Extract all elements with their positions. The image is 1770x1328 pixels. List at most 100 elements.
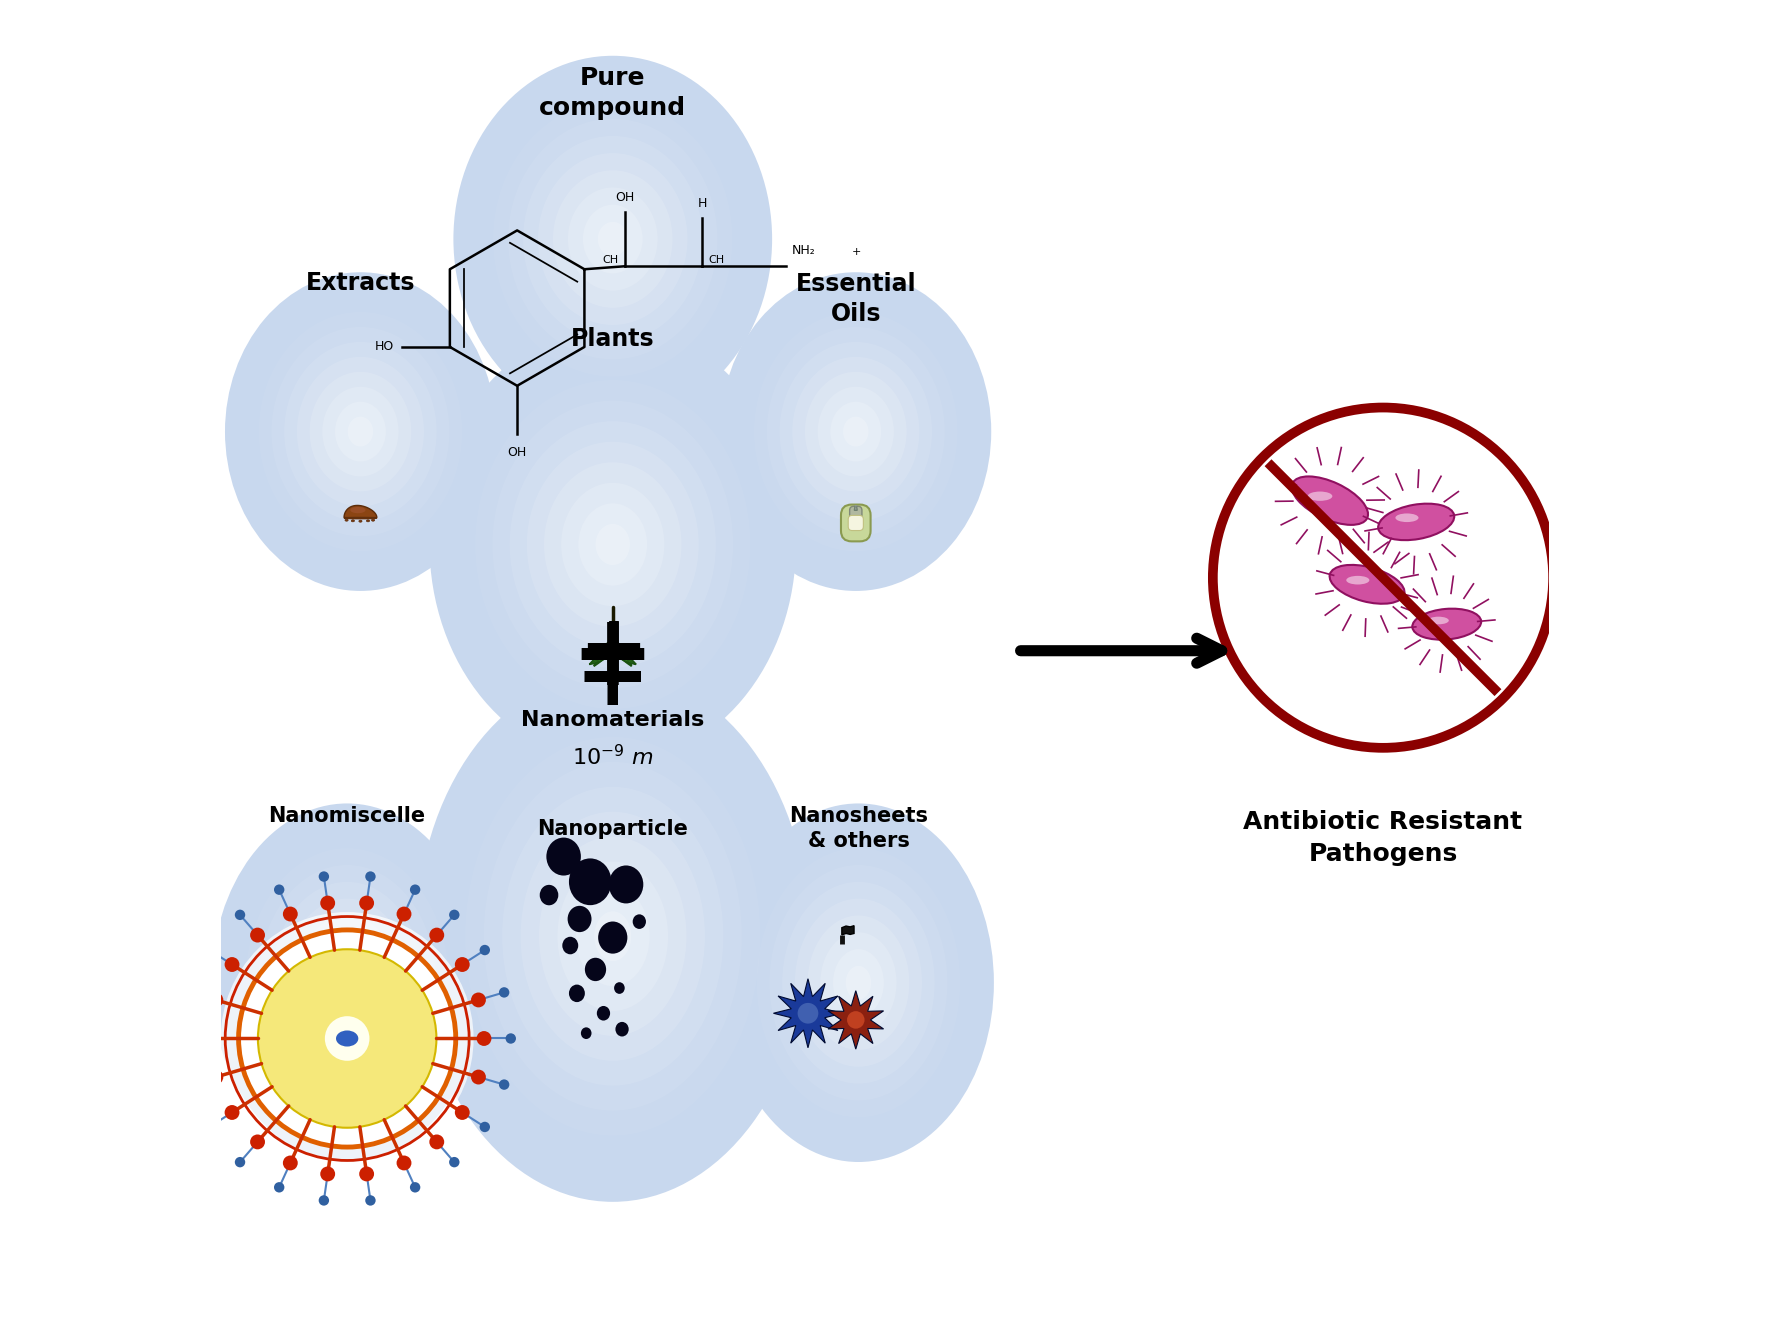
Ellipse shape: [179, 1033, 189, 1044]
Ellipse shape: [416, 671, 809, 1202]
Text: +: +: [851, 247, 862, 256]
Ellipse shape: [322, 386, 398, 477]
Ellipse shape: [843, 417, 869, 446]
Ellipse shape: [271, 882, 423, 1084]
Text: +: +: [575, 636, 651, 724]
Polygon shape: [855, 506, 857, 510]
Ellipse shape: [1347, 576, 1370, 584]
Ellipse shape: [209, 1069, 223, 1085]
Ellipse shape: [754, 312, 958, 551]
Ellipse shape: [561, 483, 664, 606]
Text: NH₂: NH₂: [791, 244, 816, 256]
Ellipse shape: [366, 519, 370, 522]
FancyBboxPatch shape: [848, 515, 864, 530]
Ellipse shape: [186, 987, 195, 997]
Ellipse shape: [258, 865, 435, 1101]
Ellipse shape: [212, 803, 483, 1162]
FancyBboxPatch shape: [841, 505, 871, 542]
Ellipse shape: [359, 521, 363, 522]
Ellipse shape: [283, 899, 411, 1066]
Ellipse shape: [595, 525, 630, 564]
Text: Nanosheets
& others: Nanosheets & others: [789, 806, 927, 851]
Ellipse shape: [285, 343, 437, 522]
Ellipse shape: [575, 887, 650, 985]
Ellipse shape: [480, 1122, 490, 1133]
Ellipse shape: [326, 1016, 370, 1061]
Ellipse shape: [250, 928, 266, 943]
Text: Essential
Oils: Essential Oils: [795, 272, 917, 325]
Ellipse shape: [1212, 408, 1552, 748]
Ellipse shape: [365, 871, 375, 882]
Ellipse shape: [350, 507, 365, 513]
Ellipse shape: [322, 950, 372, 1016]
Text: OH: OH: [616, 191, 634, 205]
Text: Extracts: Extracts: [306, 271, 416, 295]
Ellipse shape: [411, 884, 419, 895]
Ellipse shape: [471, 992, 487, 1008]
Ellipse shape: [430, 1134, 444, 1149]
Ellipse shape: [396, 907, 411, 922]
Ellipse shape: [558, 862, 667, 1011]
Ellipse shape: [274, 1182, 285, 1193]
Ellipse shape: [310, 932, 386, 1033]
Text: Nanomiscelle: Nanomiscelle: [269, 806, 427, 826]
Ellipse shape: [596, 1007, 611, 1020]
Ellipse shape: [1329, 564, 1405, 604]
Ellipse shape: [527, 442, 699, 647]
Ellipse shape: [492, 401, 733, 688]
Polygon shape: [612, 651, 635, 664]
Ellipse shape: [258, 950, 437, 1127]
Ellipse shape: [524, 135, 703, 343]
Ellipse shape: [319, 1195, 329, 1206]
Polygon shape: [607, 636, 618, 672]
Ellipse shape: [543, 462, 681, 627]
Ellipse shape: [320, 1166, 335, 1182]
Polygon shape: [612, 639, 632, 667]
Ellipse shape: [779, 343, 933, 522]
Ellipse shape: [510, 421, 715, 668]
Ellipse shape: [283, 907, 297, 922]
Text: OH: OH: [508, 446, 527, 458]
Ellipse shape: [616, 1023, 628, 1036]
Text: $\mathbf{\mathit{10^{-9}\ m}}$: $\mathbf{\mathit{10^{-9}\ m}}$: [572, 744, 653, 769]
Ellipse shape: [722, 803, 995, 1162]
Ellipse shape: [476, 380, 750, 709]
Ellipse shape: [798, 1003, 818, 1024]
Ellipse shape: [359, 1166, 373, 1182]
Text: Nanomaterials: Nanomaterials: [520, 710, 704, 730]
Text: Nanoparticle: Nanoparticle: [538, 819, 689, 839]
Ellipse shape: [581, 1028, 591, 1038]
Ellipse shape: [365, 1195, 375, 1206]
Text: HO: HO: [375, 340, 393, 353]
Ellipse shape: [855, 505, 857, 506]
Ellipse shape: [204, 1031, 218, 1046]
Ellipse shape: [335, 402, 386, 462]
Ellipse shape: [795, 899, 922, 1066]
Text: CH: CH: [602, 255, 620, 266]
Polygon shape: [773, 979, 843, 1048]
Ellipse shape: [258, 312, 462, 551]
Ellipse shape: [1379, 503, 1455, 540]
Ellipse shape: [1292, 477, 1368, 525]
Text: +: +: [570, 608, 655, 706]
Ellipse shape: [568, 984, 584, 1003]
Ellipse shape: [283, 1155, 297, 1170]
Ellipse shape: [579, 503, 648, 586]
Ellipse shape: [359, 895, 373, 911]
Ellipse shape: [396, 1155, 411, 1170]
Ellipse shape: [483, 762, 742, 1110]
Text: CH: CH: [708, 255, 724, 266]
Ellipse shape: [297, 357, 425, 506]
Ellipse shape: [782, 882, 935, 1084]
Ellipse shape: [209, 992, 223, 1008]
Ellipse shape: [568, 906, 591, 932]
Ellipse shape: [221, 912, 474, 1165]
Ellipse shape: [455, 957, 469, 972]
Polygon shape: [343, 506, 377, 518]
Ellipse shape: [595, 911, 632, 961]
Ellipse shape: [235, 1157, 246, 1167]
Ellipse shape: [319, 871, 329, 882]
Ellipse shape: [540, 837, 687, 1036]
Ellipse shape: [250, 1134, 266, 1149]
Text: H: H: [697, 197, 706, 210]
